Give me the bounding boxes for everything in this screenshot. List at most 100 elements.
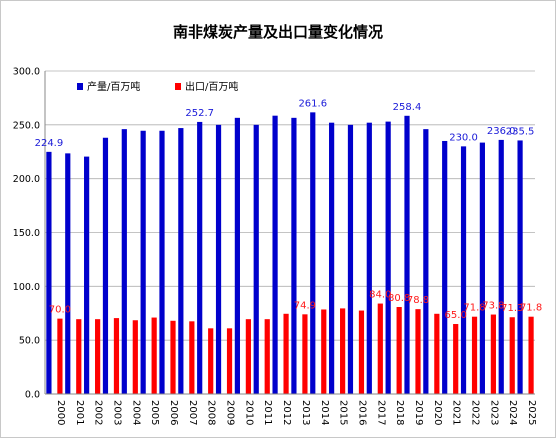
- export-bar: [151, 317, 157, 394]
- production-bar: [65, 153, 71, 394]
- production-bar: [498, 139, 504, 394]
- export-bar: [283, 313, 289, 394]
- y-tick-label: 0.0: [25, 390, 40, 401]
- x-tick-label: 2002: [93, 400, 104, 425]
- export-data-label: 71.8: [520, 303, 542, 314]
- production-bar: [479, 142, 485, 394]
- x-tick-label: 2020: [432, 400, 443, 425]
- y-tick-label: 300.0: [13, 67, 40, 78]
- export-bar: [302, 314, 308, 394]
- export-bar: [490, 314, 496, 394]
- production-bar: [197, 121, 203, 394]
- x-tick-label: 2005: [149, 400, 160, 425]
- x-tick-label: 2010: [243, 400, 254, 425]
- export-bar: [434, 313, 440, 394]
- production-bar: [215, 124, 222, 394]
- x-tick-label: 2018: [394, 400, 405, 425]
- production-bar: [121, 129, 127, 394]
- production-bar: [310, 112, 316, 395]
- export-bar: [245, 319, 251, 394]
- production-data-label: 235.5: [506, 126, 535, 137]
- export-data-label: 71.3: [501, 303, 523, 314]
- y-tick-label: 50.0: [19, 336, 40, 347]
- legend-swatch-production: [77, 83, 83, 90]
- export-bar: [377, 303, 383, 394]
- export-bar: [321, 309, 327, 394]
- x-tick-label: 2003: [111, 400, 122, 425]
- production-bar: [517, 140, 523, 394]
- legend-swatch-export: [175, 83, 181, 90]
- x-tick-label: 2008: [206, 400, 217, 425]
- export-bar: [415, 309, 421, 394]
- export-bar: [264, 319, 270, 394]
- export-bar: [132, 320, 138, 394]
- export-bar: [226, 328, 233, 394]
- production-bar: [253, 124, 259, 394]
- production-bar: [366, 122, 372, 395]
- x-tick-label: 2012: [281, 400, 292, 425]
- production-data-label: 230.0: [449, 132, 478, 143]
- x-tick-label: 2023: [488, 400, 499, 425]
- production-bar: [347, 124, 354, 394]
- x-tick-label: 2000: [55, 400, 66, 425]
- x-tick-label: 2011: [262, 400, 273, 425]
- export-bar: [189, 321, 195, 394]
- y-tick-label: 150.0: [13, 228, 40, 239]
- export-bar: [471, 316, 478, 394]
- production-data-label: 224.9: [35, 138, 64, 149]
- x-tick-label: 2017: [375, 400, 386, 425]
- x-tick-label: 2006: [168, 400, 179, 425]
- y-tick-label: 200.0: [13, 174, 40, 185]
- export-data-label: 74.9: [294, 300, 316, 311]
- production-bar: [404, 115, 410, 394]
- production-data-label: 252.7: [185, 108, 214, 119]
- export-bar: [396, 307, 402, 394]
- chart-title: 南非煤炭产量及出口量变化情况: [173, 23, 383, 41]
- production-bar: [385, 121, 391, 394]
- production-bar: [423, 129, 429, 394]
- export-bar: [76, 319, 82, 394]
- x-tick-label: 2019: [413, 400, 424, 425]
- export-data-label: 78.8: [407, 295, 429, 306]
- export-bar: [509, 317, 515, 394]
- production-bar: [178, 128, 184, 394]
- x-tick-label: 2004: [130, 400, 141, 425]
- production-data-label: 261.6: [298, 98, 327, 109]
- x-tick-label: 2015: [338, 400, 349, 425]
- legend-label-export: 出口/百万吨: [185, 80, 238, 93]
- export-data-label: 80.8: [388, 293, 410, 304]
- x-tick-label: 2016: [356, 400, 367, 425]
- data-labels: 224.9 70.0 252.7 74.9 261.6 84.080.8 258.4 78.8…: [35, 98, 543, 321]
- legend-label-production: 产量/百万吨: [87, 80, 140, 93]
- axes: 0.0 50.0 100.0 150.0 200.0 250.0 300.0 2000 2001…: [13, 67, 537, 426]
- legend: 产量/百万吨 出口/百万吨: [77, 80, 238, 93]
- production-bar: [234, 117, 240, 395]
- export-bar: [528, 316, 534, 394]
- export-data-label: 73.8: [482, 301, 504, 312]
- production-bar: [291, 117, 297, 395]
- export-data-label: 84.0: [369, 290, 391, 301]
- x-tick-label: 2025: [526, 400, 537, 425]
- y-tick-label: 100.0: [13, 282, 40, 293]
- export-data-label: 71.8: [463, 303, 485, 314]
- production-bar: [159, 130, 165, 394]
- production-bar: [102, 137, 109, 394]
- production-data-label: 236.0: [487, 126, 516, 137]
- production-bar: [46, 151, 52, 394]
- export-data-label: 65.0: [445, 310, 467, 321]
- x-tick-label: 2007: [187, 400, 198, 425]
- x-tick-label: 2013: [300, 400, 311, 425]
- y-tick-label: 250.0: [13, 120, 40, 131]
- production-bar: [272, 115, 278, 394]
- bars: [46, 112, 534, 395]
- production-data-label: 258.4: [393, 102, 422, 113]
- x-tick-label: 2021: [451, 400, 462, 425]
- x-tick-label: 2001: [74, 400, 85, 425]
- export-bar: [113, 318, 120, 394]
- x-tick-label: 2009: [225, 400, 236, 425]
- export-bar: [170, 320, 176, 394]
- x-tick-label: 2014: [319, 400, 330, 425]
- production-bar: [329, 122, 335, 395]
